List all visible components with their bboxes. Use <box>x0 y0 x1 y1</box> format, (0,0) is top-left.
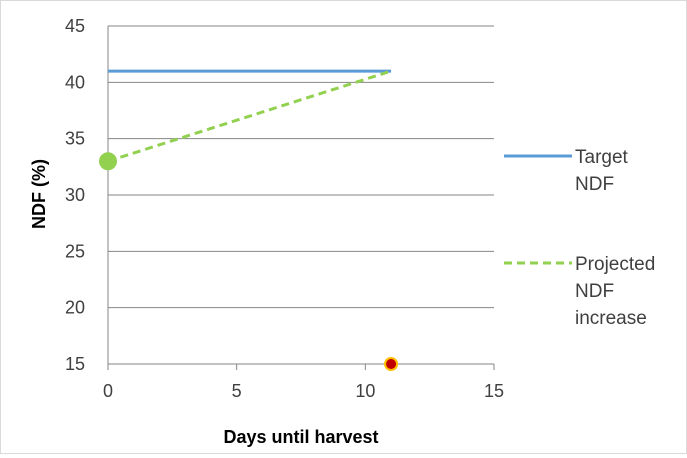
x-tick-label: 5 <box>232 381 242 401</box>
x-tick-label: 10 <box>355 381 375 401</box>
y-tick-label: 40 <box>65 72 85 92</box>
legend-label-line: increase <box>575 308 647 329</box>
legend-label-line: NDF <box>575 281 614 302</box>
y-tick-label: 30 <box>65 185 85 205</box>
y-axis-title: NDF (%) <box>29 159 49 229</box>
series-lines <box>107 69 392 163</box>
x-tick-label: 15 <box>484 381 504 401</box>
legend-label-line: NDF <box>575 174 614 195</box>
data-marker-2 <box>384 357 399 371</box>
data-marker-1 <box>99 152 117 171</box>
y-tick-label: 45 <box>65 16 85 36</box>
tick-labels: 15 20 25 30 35 40 45 0 5 10 15 <box>65 16 504 401</box>
legend: Target NDF Projected NDF increase <box>504 147 655 329</box>
x-tick-label: 0 <box>103 381 113 401</box>
series-line-2 <box>107 69 392 163</box>
y-tick-label: 35 <box>65 129 85 149</box>
x-axis-title: Days until harvest <box>223 427 378 447</box>
gridlines <box>107 25 495 370</box>
data-markers <box>99 152 399 371</box>
y-tick-label: 15 <box>65 354 85 374</box>
legend-label-line: Projected <box>575 254 655 275</box>
legend-label-line: Target <box>575 147 629 168</box>
y-tick-label: 25 <box>65 241 85 261</box>
y-tick-label: 20 <box>65 298 85 318</box>
